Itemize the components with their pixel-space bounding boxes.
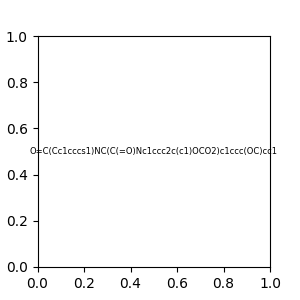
Text: O=C(Cc1cccs1)NC(C(=O)Nc1ccc2c(c1)OCO2)c1ccc(OC)cc1: O=C(Cc1cccs1)NC(C(=O)Nc1ccc2c(c1)OCO2)c1… <box>30 147 278 156</box>
